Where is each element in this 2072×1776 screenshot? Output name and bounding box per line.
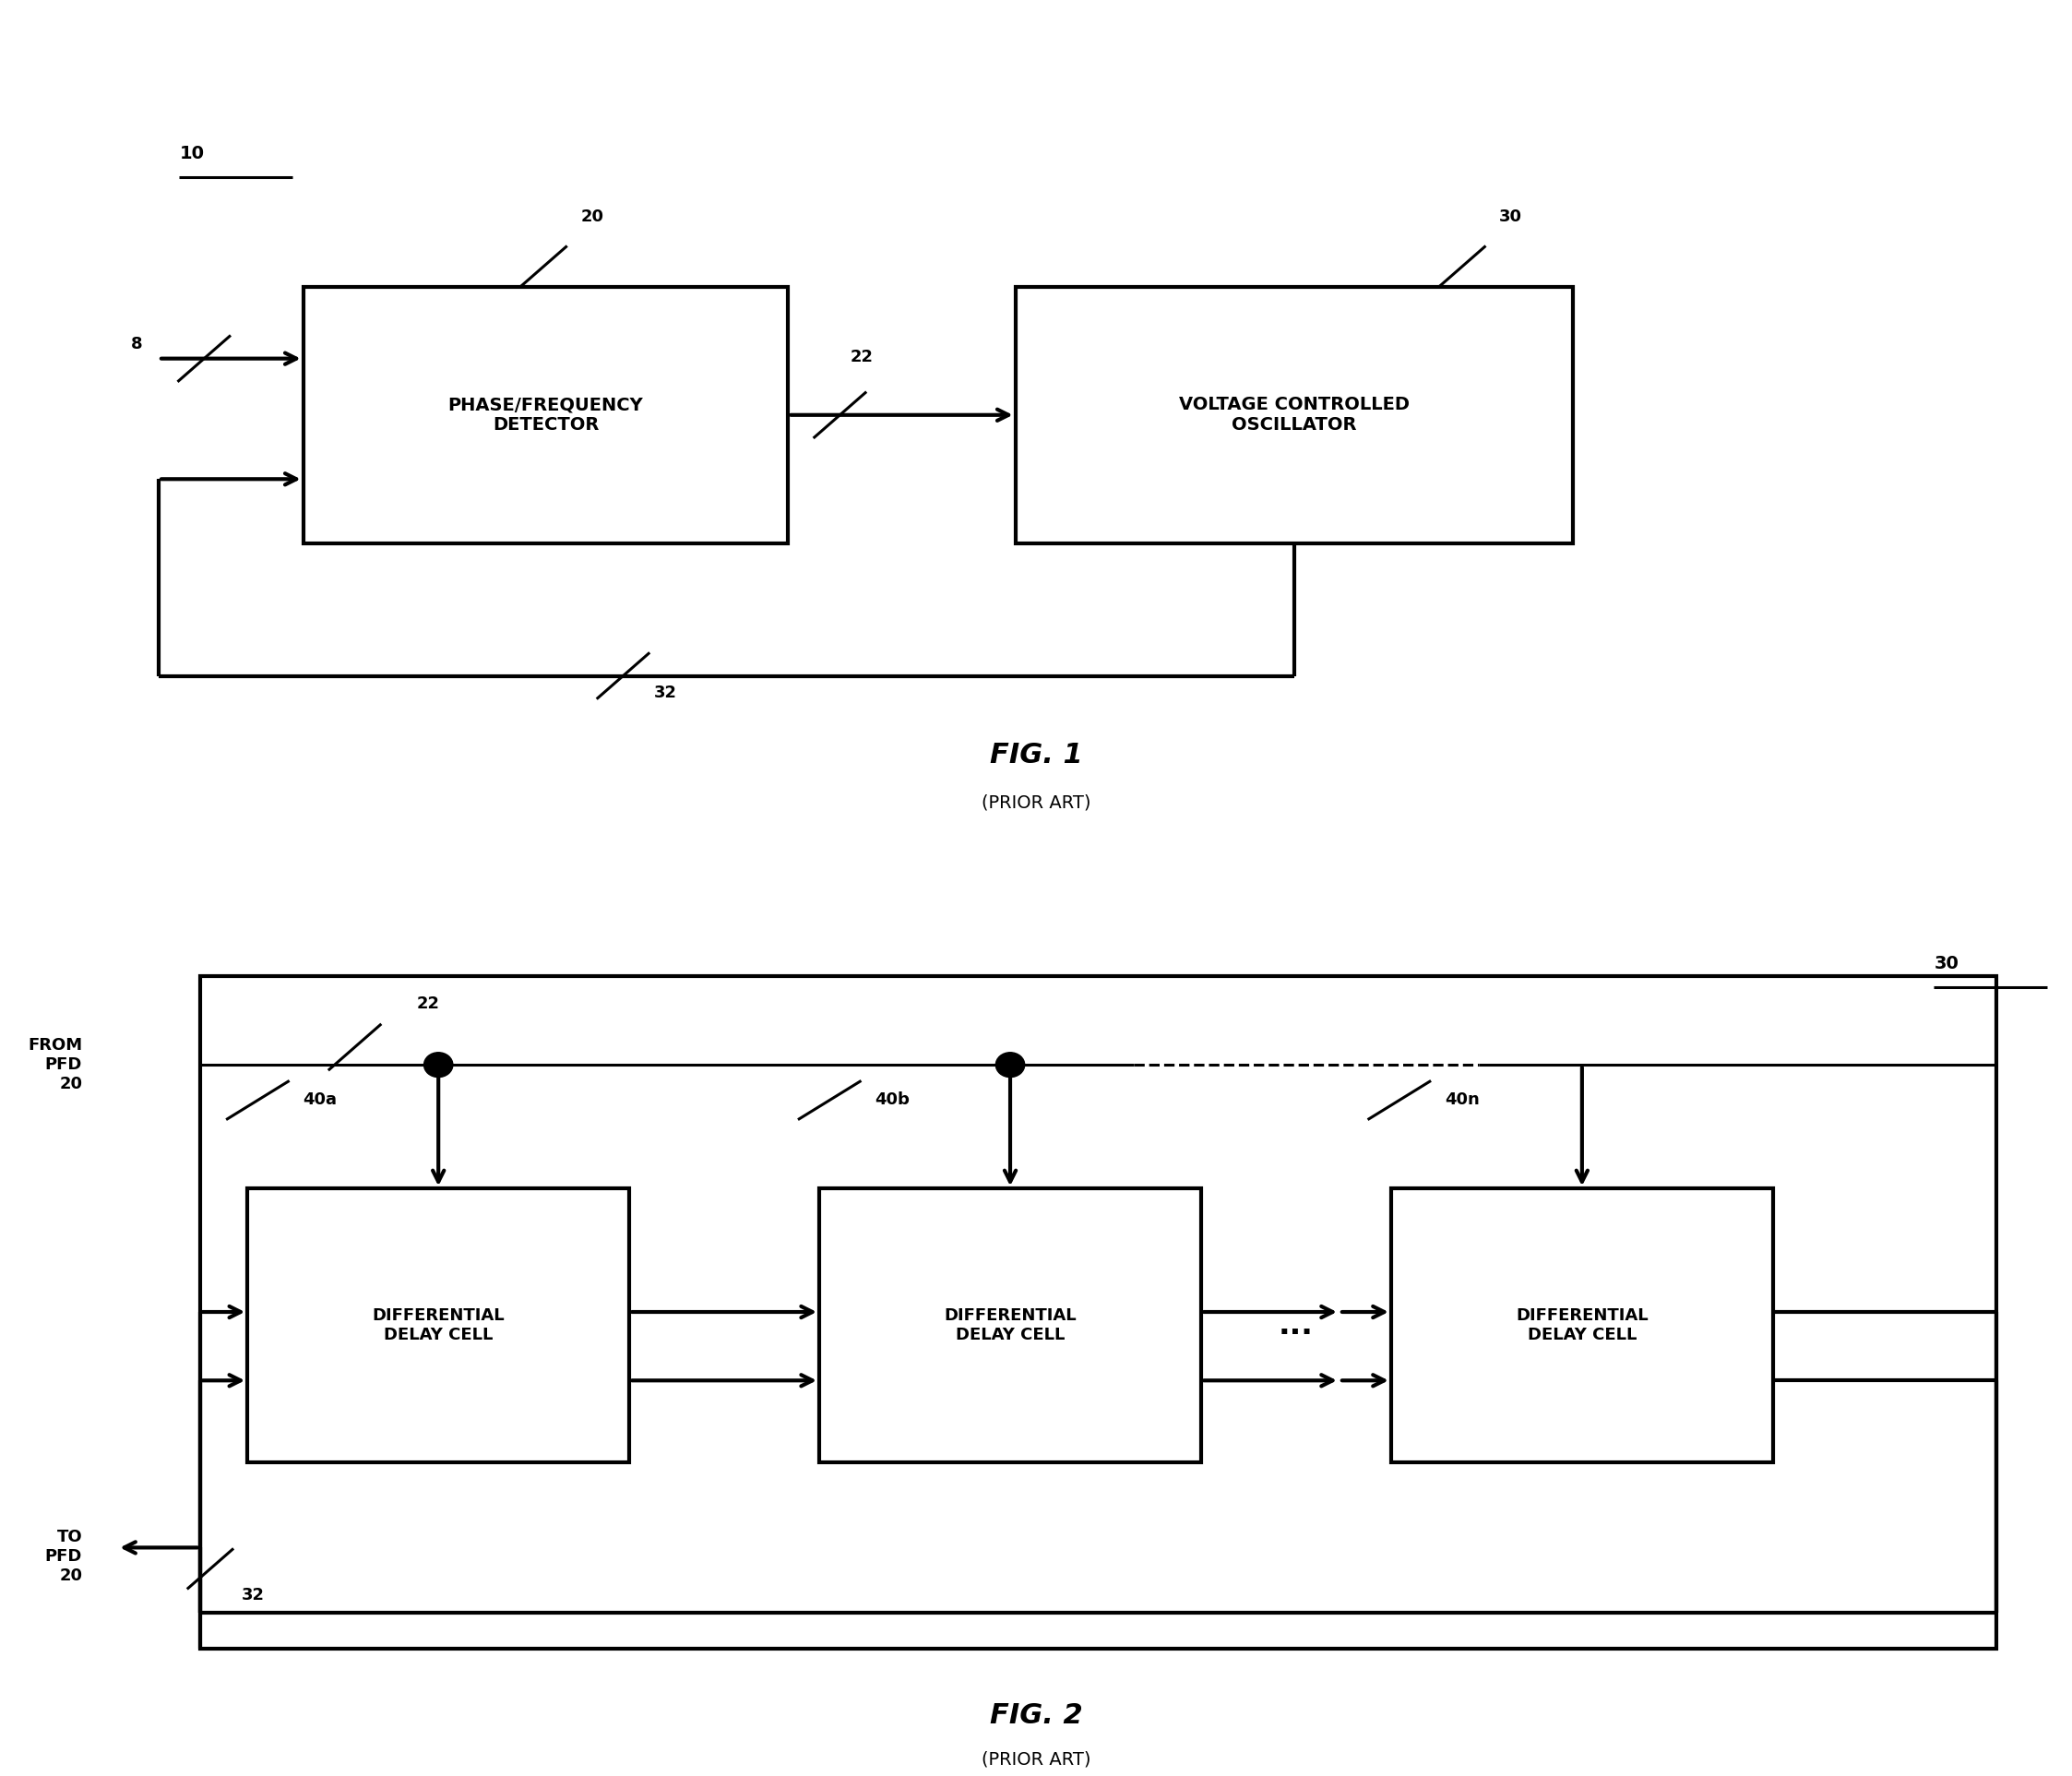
Text: VOLTAGE CONTROLLED
OSCILLATOR: VOLTAGE CONTROLLED OSCILLATOR — [1179, 396, 1409, 433]
Text: 22: 22 — [416, 995, 439, 1012]
Bar — [303, 286, 787, 543]
Text: 30: 30 — [1933, 955, 1958, 973]
Text: DIFFERENTIAL
DELAY CELL: DIFFERENTIAL DELAY CELL — [1517, 1307, 1647, 1344]
Text: 30: 30 — [1500, 208, 1523, 226]
Bar — [201, 977, 1995, 1648]
Text: ...: ... — [1278, 1311, 1314, 1341]
Text: 32: 32 — [655, 684, 678, 702]
Text: FROM
PFD
20: FROM PFD 20 — [27, 1037, 83, 1092]
Text: TO
PFD
20: TO PFD 20 — [46, 1529, 83, 1584]
Text: PHASE/FREQUENCY
DETECTOR: PHASE/FREQUENCY DETECTOR — [448, 396, 644, 433]
Text: (PRIOR ART): (PRIOR ART) — [982, 1751, 1090, 1769]
Text: (PRIOR ART): (PRIOR ART) — [982, 794, 1090, 812]
Text: 40a: 40a — [303, 1092, 338, 1108]
Text: 32: 32 — [240, 1586, 265, 1604]
Text: 22: 22 — [850, 348, 872, 366]
Text: 10: 10 — [180, 146, 205, 163]
Text: DIFFERENTIAL
DELAY CELL: DIFFERENTIAL DELAY CELL — [373, 1307, 506, 1344]
Circle shape — [425, 1053, 454, 1078]
Text: 40n: 40n — [1444, 1092, 1479, 1108]
Bar — [1015, 286, 1573, 543]
Bar — [1390, 1188, 1774, 1463]
Bar — [818, 1188, 1202, 1463]
Text: 8: 8 — [131, 336, 143, 353]
Text: FIG. 1: FIG. 1 — [990, 742, 1082, 769]
Bar — [247, 1188, 630, 1463]
Text: FIG. 2: FIG. 2 — [990, 1701, 1082, 1730]
Text: 40b: 40b — [874, 1092, 910, 1108]
Text: 20: 20 — [580, 208, 603, 226]
Text: DIFFERENTIAL
DELAY CELL: DIFFERENTIAL DELAY CELL — [945, 1307, 1077, 1344]
Circle shape — [997, 1053, 1026, 1078]
